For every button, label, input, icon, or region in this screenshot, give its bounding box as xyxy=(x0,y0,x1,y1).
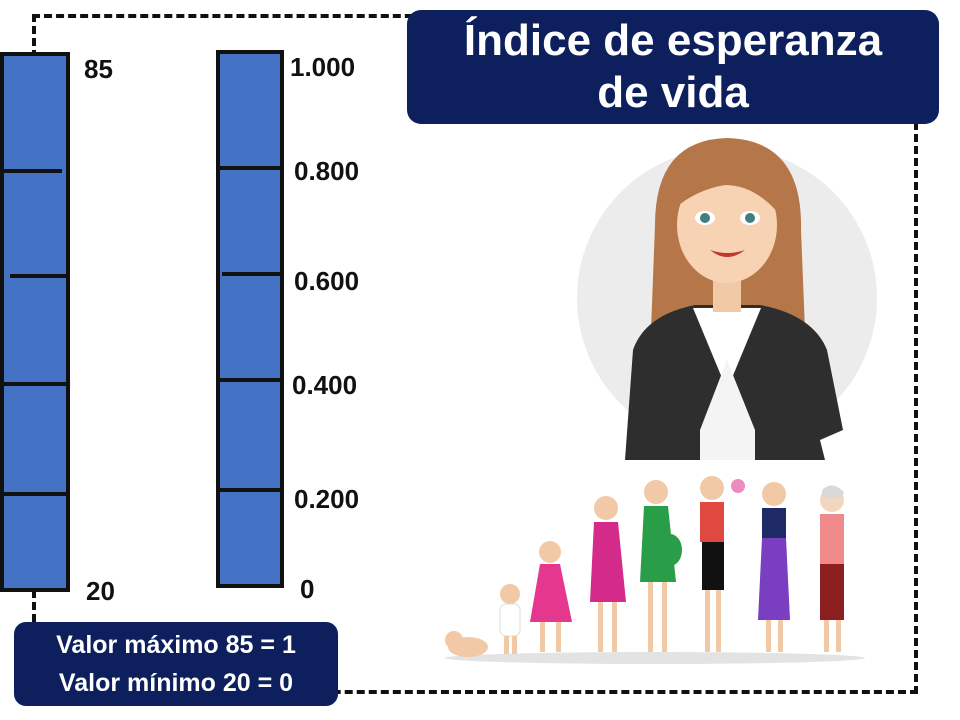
years-tick xyxy=(0,169,62,173)
index-label-0800: 0.800 xyxy=(294,156,360,186)
years-tick xyxy=(0,382,70,386)
years-min-label: 20 xyxy=(86,576,115,606)
years-tick xyxy=(0,492,70,496)
years-scale-bar xyxy=(0,52,70,592)
index-label-1000: 1.000 xyxy=(290,52,356,82)
years-max-label: 85 xyxy=(84,54,113,84)
info-box: Valor máximo 85 = 1 Valor mínimo 20 = 0 xyxy=(14,622,338,706)
info-max-line: Valor máximo 85 = 1 xyxy=(56,631,296,659)
life-stages-illustration xyxy=(445,476,865,664)
index-label-0200: 0.200 xyxy=(294,484,360,514)
index-label-0400: 0.400 xyxy=(292,370,358,400)
index-tick xyxy=(222,272,284,276)
index-scale-bar xyxy=(216,50,284,588)
index-tick xyxy=(216,166,282,170)
title-line-1: Índice de esperanza xyxy=(463,16,883,65)
info-min-line: Valor mínimo 20 = 0 xyxy=(58,669,294,697)
index-label-0600: 0.600 xyxy=(294,266,360,296)
index-tick xyxy=(216,488,282,492)
woman-avatar-illustration xyxy=(577,138,877,460)
years-tick xyxy=(10,274,70,278)
title-line-2: de vida xyxy=(597,68,749,117)
index-tick xyxy=(216,378,282,382)
title-banner: Índice de esperanza de vida xyxy=(407,10,939,124)
index-label-0: 0 xyxy=(300,574,315,604)
